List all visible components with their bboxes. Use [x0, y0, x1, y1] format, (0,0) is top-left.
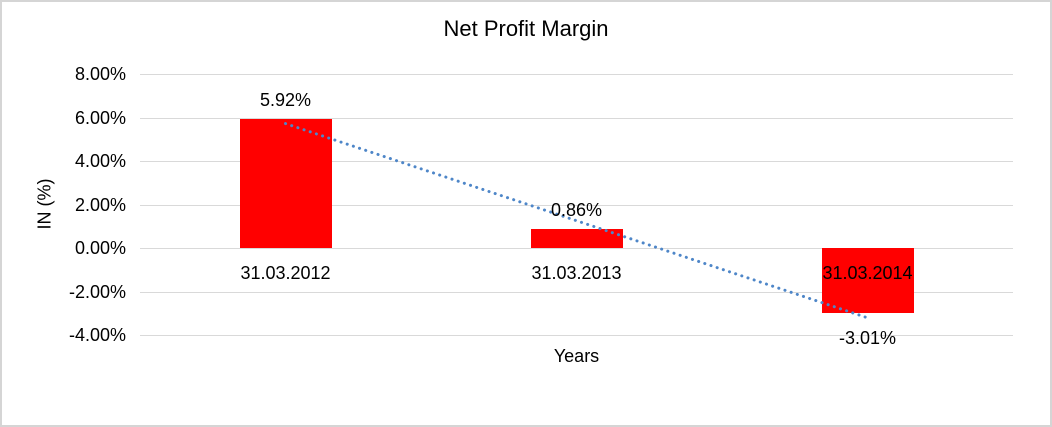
category-label: 31.03.2013: [531, 263, 622, 283]
category-label: 31.03.2012: [240, 263, 331, 283]
y-tick-label: 6.00%: [74, 107, 126, 128]
data-label: -3.01%: [838, 328, 897, 349]
y-tick-label: 4.00%: [74, 151, 126, 171]
gridline: [140, 204, 1013, 206]
y-tick-label: 8.00%: [74, 64, 126, 84]
x-axis-title: Years: [553, 346, 600, 366]
data-label: 0.86%: [550, 200, 603, 221]
y-tick-label: -4.00%: [68, 325, 126, 345]
gridline: [140, 117, 1013, 119]
gridline: [140, 248, 1013, 249]
y-tick-label: 2.00%: [74, 194, 126, 215]
data-label: 5.92%: [259, 90, 312, 111]
bar: [530, 229, 623, 248]
bar: [821, 248, 914, 314]
y-tick-label: 0.00%: [74, 238, 126, 258]
trendline: [284, 122, 869, 320]
category-label: 31.03.2014: [822, 263, 913, 283]
chart-title: Net Profit Margin: [443, 16, 609, 41]
gridline: [140, 74, 1013, 75]
y-tick-label: -2.00%: [68, 281, 126, 302]
gridline: [140, 161, 1013, 162]
bar: [239, 119, 332, 248]
gridline: [140, 291, 1013, 293]
gridline: [140, 335, 1013, 336]
